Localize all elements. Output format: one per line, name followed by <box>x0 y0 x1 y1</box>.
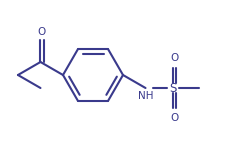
Text: NH: NH <box>138 91 153 101</box>
Text: S: S <box>169 82 177 95</box>
Text: O: O <box>38 27 46 37</box>
Text: O: O <box>170 113 179 123</box>
Text: O: O <box>170 53 179 63</box>
